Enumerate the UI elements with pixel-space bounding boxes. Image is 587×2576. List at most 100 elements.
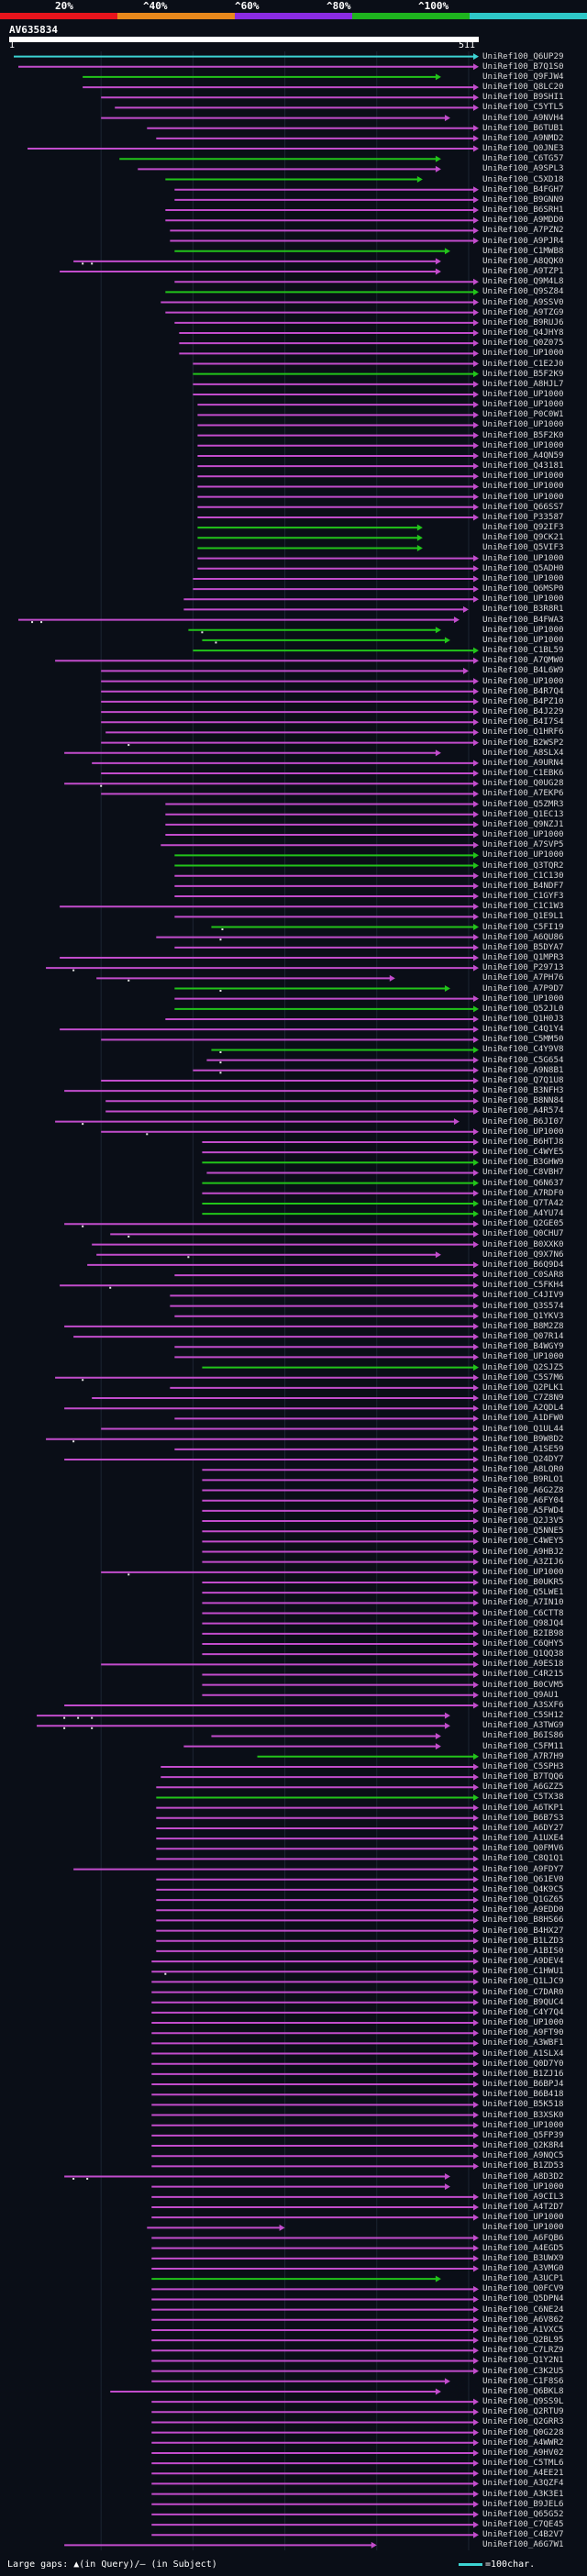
hit-row[interactable] <box>55 1374 479 1382</box>
hit-row[interactable] <box>170 227 479 234</box>
hit-label[interactable]: UniRef100_Q0FCV9 <box>482 2283 564 2294</box>
hit-label[interactable]: UniRef100_B4L6W9 <box>482 665 564 676</box>
hit-label[interactable]: UniRef100_B6TUB1 <box>482 122 564 133</box>
hit-label[interactable]: UniRef100_B9GNN9 <box>482 194 564 205</box>
hit-row[interactable] <box>174 1415 479 1422</box>
hit-label[interactable]: UniRef100_B9W8D2 <box>482 1433 564 1444</box>
hit-label[interactable]: UniRef100_C5FKH4 <box>482 1280 564 1291</box>
hit-row[interactable] <box>96 1251 441 1259</box>
hit-row[interactable] <box>151 2531 479 2538</box>
hit-row[interactable] <box>151 2295 479 2303</box>
hit-row[interactable] <box>165 217 479 224</box>
hit-row[interactable] <box>211 1732 441 1739</box>
hit-label[interactable]: UniRef100_Q6UP29 <box>482 50 564 61</box>
hit-label[interactable]: UniRef100_Q4K9C5 <box>482 1883 564 1894</box>
hit-row[interactable] <box>151 2039 479 2047</box>
hit-label[interactable]: UniRef100_A1VXC5 <box>482 2324 564 2335</box>
hit-label[interactable]: UniRef100_Q2PLK1 <box>482 1382 564 1393</box>
hit-label[interactable]: UniRef100_A1SE59 <box>482 1443 564 1454</box>
hit-label[interactable]: UniRef100_Q9NZJ1 <box>482 818 564 829</box>
hit-label[interactable]: UniRef100_UP1000 <box>482 675 564 686</box>
hit-label[interactable]: UniRef100_P33587 <box>482 511 564 522</box>
hit-label[interactable]: UniRef100_A9HV02 <box>482 2447 564 2458</box>
hit-row[interactable] <box>151 2275 441 2282</box>
hit-row[interactable] <box>151 2255 479 2262</box>
hit-label[interactable]: UniRef100_A6DY27 <box>482 1822 564 1833</box>
hit-label[interactable]: UniRef100_Q9M4L8 <box>482 276 564 287</box>
hit-row[interactable] <box>197 421 479 428</box>
hit-label[interactable]: UniRef100_UP1000 <box>482 399 564 410</box>
hit-label[interactable]: UniRef100_A7R7H9 <box>482 1750 564 1761</box>
hit-row[interactable] <box>174 893 479 900</box>
hit-label[interactable]: UniRef100_UP1000 <box>482 993 564 1004</box>
hit-row[interactable] <box>147 125 479 132</box>
hit-label[interactable]: UniRef100_C4Y7Q4 <box>482 2006 564 2017</box>
hit-row[interactable] <box>202 1527 479 1535</box>
hit-row[interactable] <box>202 1599 479 1606</box>
hit-row[interactable] <box>60 268 441 275</box>
hit-row[interactable] <box>202 1476 479 1483</box>
hit-row[interactable] <box>101 1077 479 1084</box>
hit-row[interactable] <box>193 575 479 583</box>
hit-label[interactable]: UniRef100_A1BIS0 <box>482 1945 564 1956</box>
hit-row[interactable] <box>174 883 479 890</box>
hit-label[interactable]: UniRef100_A6GZZ5 <box>482 1782 564 1793</box>
hit-label[interactable]: UniRef100_Q0UG28 <box>482 778 564 789</box>
hit-label[interactable]: UniRef100_A6FY04 <box>482 1494 564 1505</box>
hit-label[interactable]: UniRef100_A7IN10 <box>482 1597 564 1608</box>
hit-row[interactable] <box>105 1107 479 1115</box>
hit-label[interactable]: UniRef100_UP1000 <box>482 471 564 482</box>
hit-label[interactable]: UniRef100_B6B7S3 <box>482 1812 564 1823</box>
hit-row[interactable] <box>101 115 450 122</box>
hit-label[interactable]: UniRef100_UP1000 <box>482 481 564 492</box>
hit-row[interactable] <box>202 1180 479 1187</box>
hit-row[interactable] <box>202 1466 479 1473</box>
hit-row[interactable] <box>73 1866 479 1873</box>
hit-row[interactable] <box>156 1876 479 1883</box>
hit-row[interactable] <box>87 1261 479 1269</box>
hit-row[interactable] <box>193 585 479 593</box>
hit-row[interactable] <box>156 934 479 941</box>
hit-label[interactable]: UniRef100_B9RLO1 <box>482 1474 564 1485</box>
hit-row[interactable] <box>101 1660 479 1668</box>
hit-row[interactable] <box>156 135 479 142</box>
hit-row[interactable] <box>174 944 479 951</box>
hit-label[interactable]: UniRef100_A9N8B1 <box>482 1064 564 1075</box>
hit-label[interactable]: UniRef100_C1EBK6 <box>482 768 564 779</box>
hit-row[interactable] <box>156 1815 479 1822</box>
hit-label[interactable]: UniRef100_B4HX27 <box>482 1925 564 1936</box>
hit-label[interactable]: UniRef100_A3SXF6 <box>482 1699 564 1710</box>
hit-row[interactable] <box>64 1702 479 1709</box>
hit-row[interactable] <box>18 63 479 71</box>
hit-label[interactable]: UniRef100_UP1000 <box>482 552 564 563</box>
hit-label[interactable]: UniRef100_B1LZD3 <box>482 1935 564 1946</box>
hit-row[interactable] <box>174 278 479 285</box>
hit-row[interactable] <box>151 1958 479 1965</box>
hit-label[interactable]: UniRef100_B3NFH3 <box>482 1085 564 1096</box>
hit-label[interactable]: UniRef100_B3UWX9 <box>482 2252 564 2263</box>
hit-label[interactable]: UniRef100_P0C0W1 <box>482 409 564 420</box>
hit-label[interactable]: UniRef100_B2WSP2 <box>482 737 564 748</box>
hit-label[interactable]: UniRef100_UP1000 <box>482 829 564 840</box>
hit-label[interactable]: UniRef100_Q1YKV3 <box>482 1310 564 1321</box>
hit-label[interactable]: UniRef100_Q92IF3 <box>482 522 564 533</box>
hit-label[interactable]: UniRef100_B4R7Q4 <box>482 685 564 696</box>
hit-label[interactable]: UniRef100_UP1000 <box>482 2222 564 2233</box>
hit-row[interactable] <box>101 678 479 685</box>
hit-row[interactable] <box>202 1159 479 1166</box>
hit-label[interactable]: UniRef100_B4FWA3 <box>482 614 564 625</box>
hit-label[interactable]: UniRef100_A8SLX4 <box>482 747 564 758</box>
hit-label[interactable]: UniRef100_C1GYF3 <box>482 891 564 902</box>
hit-label[interactable]: UniRef100_Q1MPR3 <box>482 952 564 962</box>
hit-label[interactable]: UniRef100_Q3TQR2 <box>482 860 564 871</box>
hit-label[interactable]: UniRef100_A6QU86 <box>482 931 564 942</box>
hit-row[interactable] <box>206 1057 479 1064</box>
hit-row[interactable] <box>64 1220 479 1227</box>
hit-row[interactable] <box>46 964 479 972</box>
hit-row[interactable] <box>151 2306 479 2314</box>
hit-label[interactable]: UniRef100_A4R574 <box>482 1105 564 1116</box>
hit-row[interactable] <box>156 1927 479 1935</box>
hit-label[interactable]: UniRef100_B9RUJ6 <box>482 316 564 328</box>
hit-label[interactable]: UniRef100_A7RDF0 <box>482 1187 564 1198</box>
hit-row[interactable] <box>151 1968 479 1975</box>
